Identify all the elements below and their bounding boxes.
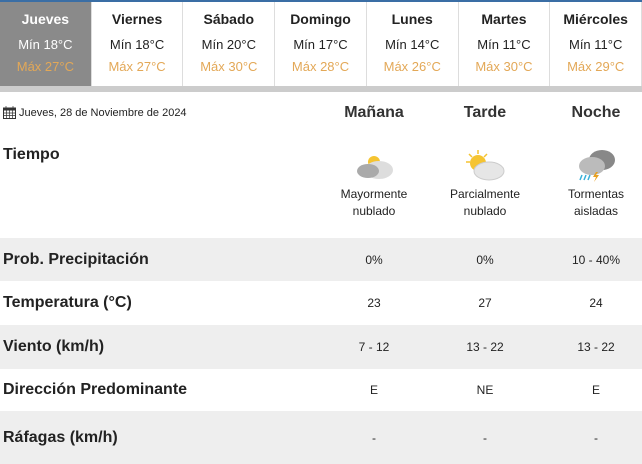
max-temp: Máx 30°C [475, 59, 533, 74]
date-label: Jueves, 28 de Noviembre de 2024 [3, 106, 187, 119]
mostly-cloudy-icon [357, 156, 393, 179]
day-name: Sábado [203, 11, 255, 27]
row-value: - [594, 430, 598, 445]
row-value: E [369, 383, 378, 397]
period-header-morning: Mañana [344, 104, 404, 121]
day-tab-1[interactable]: Viernes Mín 18°C Máx 27°C [92, 2, 184, 86]
row-value: 27 [478, 296, 492, 310]
weather-cell: Parcialmente nublado [430, 148, 540, 220]
table-row: Viento (km/h) 7 - 12 13 - 22 13 - 22 [0, 325, 642, 369]
row-label: Tiempo [3, 146, 60, 163]
row-label: Dirección Predominante [3, 381, 188, 398]
day-tabs: Jueves Mín 18°C Máx 27°C Viernes Mín 18°C Máx… [0, 0, 642, 92]
row-label: Ráfagas (km/h) [3, 428, 118, 446]
weather-row: Tiempo Mayormente nublado Parcialmente n… [0, 140, 642, 238]
max-temp: Máx 27°C [16, 59, 74, 74]
min-temp: Mín 11°C [477, 37, 531, 52]
min-temp: Mín 11°C [568, 37, 623, 52]
day-name: Martes [481, 11, 527, 27]
row-label: Prob. Precipitación [3, 250, 149, 268]
weather-cell: Tormentas aisladas [541, 148, 642, 220]
day-tab-5[interactable]: Martes Mín 11°C Máx 30°C [459, 2, 551, 86]
table-row: Temperatura (°C) 23 27 24 [0, 281, 642, 325]
max-temp: Máx 29°C [567, 59, 625, 74]
row-value: 23 [367, 296, 381, 310]
row-value: 0% [476, 252, 494, 267]
row-value: 7 - 12 [358, 340, 390, 354]
table-row: Ráfagas (km/h) - - - [0, 411, 642, 464]
row-value: NE [476, 383, 494, 397]
thunderstorm-icon [579, 150, 615, 182]
period-header-afternoon: Tarde [463, 104, 507, 121]
day-tab-6[interactable]: Miércoles Mín 11°C Máx 29°C [550, 2, 642, 86]
row-value: 13 - 22 [466, 340, 504, 354]
max-temp: Máx 28°C [291, 59, 350, 74]
day-tab-4[interactable]: Lunes Mín 14°C Máx 26°C [367, 2, 459, 86]
row-value: 24 [589, 296, 603, 310]
day-name: Jueves [21, 11, 70, 27]
table-row: Dirección Predominante E NE E [0, 368, 642, 412]
row-value: 13 - 22 [577, 340, 615, 354]
max-temp: Máx 27°C [108, 59, 166, 74]
row-label: Viento (km/h) [3, 338, 105, 355]
row-value: 0% [365, 252, 383, 267]
day-name: Miércoles [563, 11, 628, 27]
min-temp: Mín 20°C [201, 37, 256, 52]
period-header-night: Noche [571, 104, 621, 121]
row-value: - [372, 430, 376, 445]
day-tab-3[interactable]: Domingo Mín 17°C Máx 28°C [275, 2, 367, 86]
max-temp: Máx 26°C [383, 59, 441, 74]
min-temp: Mín 17°C [293, 37, 348, 52]
weather-cell: Mayormente nublado [319, 148, 429, 220]
day-name: Lunes [391, 11, 433, 27]
row-label: Temperatura (°C) [3, 294, 132, 311]
day-name: Domingo [290, 11, 351, 27]
min-temp: Mín 18°C [18, 37, 73, 52]
day-tab-2[interactable]: Sábado Mín 20°C Máx 30°C [183, 2, 276, 86]
day-tab-0[interactable]: Jueves Mín 18°C Máx 27°C [0, 2, 92, 86]
row-value: E [591, 383, 600, 397]
min-temp: Mín 14°C [385, 37, 440, 52]
min-temp: Mín 18°C [109, 37, 165, 52]
partly-cloudy-icon [466, 150, 505, 181]
table-row: Prob. Precipitación 0% 0% 10 - 40% [0, 238, 642, 281]
day-name: Viernes [111, 11, 163, 27]
row-value: 10 - 40% [571, 252, 621, 267]
row-value: - [483, 430, 487, 445]
calendar-icon [3, 106, 16, 119]
max-temp: Máx 30°C [200, 59, 258, 74]
